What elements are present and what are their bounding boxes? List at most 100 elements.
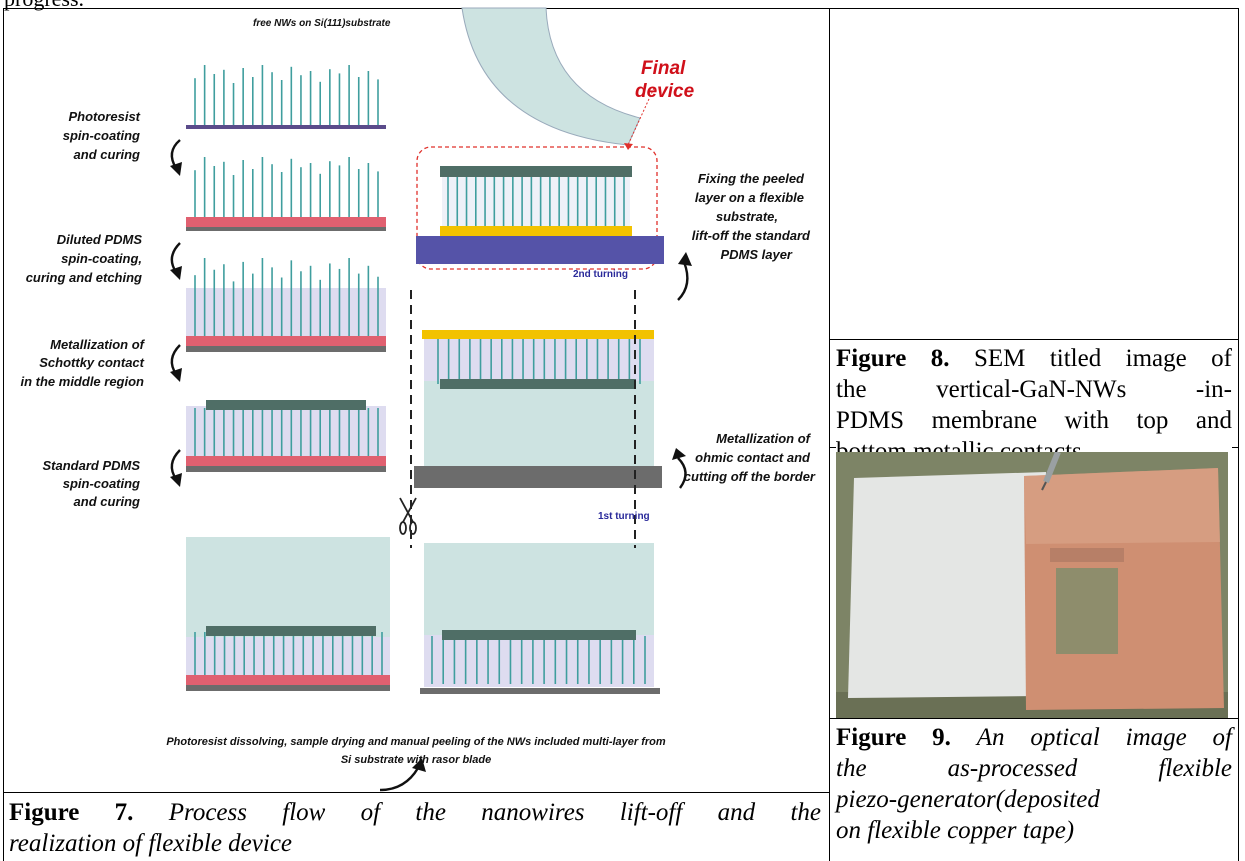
stage-1-bare-nws — [186, 65, 386, 129]
rstep1-line1: Fixing the peeled — [698, 171, 805, 186]
step4-line3: and curing — [74, 494, 141, 509]
table-border-left — [3, 8, 4, 861]
schottky-contact — [442, 630, 636, 640]
left-curved-arrows — [170, 139, 181, 480]
probe-needle — [1043, 452, 1061, 484]
step1-line3: and curing — [74, 147, 141, 162]
stage-8-final-device — [416, 166, 664, 264]
table-row-divider-fig9 — [829, 718, 1238, 719]
rstep2-line1: Metallization of — [716, 431, 812, 446]
step2-line3: curing and etching — [26, 270, 142, 285]
standard-pdms-grey-layer — [414, 466, 662, 488]
step1-line1: Photoresist — [68, 109, 140, 124]
final-device-box — [416, 146, 658, 270]
schottky-contact — [206, 400, 366, 410]
diluted-pdms-layer — [186, 406, 386, 456]
diluted-pdms-layer — [424, 336, 654, 381]
flexible-substrate — [416, 236, 664, 264]
step4-line2: spin-coating — [63, 476, 140, 491]
figure9-caption-text2: the as-processed flexible — [836, 755, 1232, 782]
final-label-1: Final — [641, 58, 686, 79]
photoresist-layer — [186, 217, 386, 227]
rstep1-line5: PDMS layer — [720, 247, 792, 262]
diluted-pdms-layer — [186, 637, 390, 675]
second-turning-label: 2nd turning — [573, 269, 628, 280]
table-column-divider — [829, 8, 830, 861]
schottky-contact — [440, 379, 636, 389]
table-row-divider-fig7 — [3, 792, 829, 793]
bottom-arrowhead — [412, 758, 426, 772]
final-device-arrow — [627, 87, 655, 146]
top-metal-contact — [440, 166, 632, 177]
rstep2-line3: cutting off the border — [684, 469, 816, 484]
bottom-curved-arrow — [379, 767, 420, 792]
figure9-caption-text4: on flexible copper tape) — [836, 817, 1075, 844]
figure7-caption-text2: realization of flexible device — [9, 830, 293, 857]
figure9-caption-text1: An optical image of — [976, 724, 1232, 751]
step3-line3: in the middle region — [20, 374, 144, 389]
page-top-fragment: progress. — [4, 0, 84, 12]
rstep1-line4: lift-off the standard — [692, 228, 811, 243]
standard-pdms-layer — [424, 543, 654, 635]
stage-4-schottky — [186, 400, 386, 472]
standard-pdms-layer — [186, 537, 390, 637]
step2-line2: spin-coating, — [61, 251, 142, 266]
figure7-caption-text1: Process flow of the nanowires lift-off a… — [168, 799, 821, 826]
figure7-caption-line1: Figure 7. Process flow of the nanowires … — [9, 797, 821, 828]
final-device-arrowhead — [624, 143, 633, 150]
figure9-caption-text3: piezo-generator(deposited — [836, 786, 1100, 813]
step3-line1: Metallization of — [50, 337, 146, 352]
first-turning-label: 1st turning — [598, 511, 650, 522]
diluted-pdms-layer — [424, 635, 654, 687]
figure9-caption-line1: Figure 9. An optical image of — [836, 722, 1232, 753]
table-border-top — [3, 8, 1239, 9]
left-step-labels: Photoresist spin-coating and curing Dilu… — [20, 109, 145, 509]
ohmic-contact — [440, 226, 632, 236]
si-substrate — [186, 125, 386, 129]
bottom-line2: Si substrate with rasor blade — [341, 754, 491, 766]
figure8-caption-line1: Figure 8. SEM titled image of — [836, 343, 1232, 374]
photoresist-layer — [186, 675, 390, 685]
stage-3-diluted-pdms — [186, 258, 386, 352]
step2-line1: Diluted PDMS — [57, 232, 143, 247]
standard-pdms-layer — [424, 381, 654, 466]
table-row-divider-fig8-top — [829, 339, 1238, 340]
table-border-right — [1238, 8, 1239, 861]
rstep1-line3: substrate, — [716, 209, 778, 224]
figure7-caption-line2: realization of flexible device — [9, 828, 821, 859]
header-label: free NWs on Si(111)substrate — [253, 18, 391, 29]
figure9-caption-line3: piezo-generator(deposited — [836, 784, 1232, 815]
figure8-caption-line3: PDMS membrane with top and — [836, 407, 1232, 434]
scissors-icon — [399, 497, 417, 535]
right-arrowheads — [672, 252, 692, 460]
si-substrate — [186, 346, 386, 352]
figure9-caption-label: Figure 9. — [836, 724, 951, 751]
bottom-step-labels: Photoresist dissolving, sample drying an… — [166, 736, 666, 766]
bottom-line1: Photoresist dissolving, sample drying an… — [166, 736, 666, 748]
stage-5-standard-pdms — [186, 537, 390, 691]
figure9-caption-line4: on flexible copper tape) — [836, 815, 1232, 846]
right-step-labels: Fixing the peeled layer on a flexible su… — [684, 171, 816, 484]
step1-line2: spin-coating — [63, 128, 140, 143]
figure9-photo — [836, 452, 1228, 718]
membrane-fill — [442, 176, 630, 228]
diluted-pdms-layer — [186, 288, 386, 336]
step4-line1: Standard PDMS — [42, 458, 140, 473]
si-substrate — [186, 227, 386, 231]
final-label-2: device — [635, 81, 695, 102]
bent-flexible-sheet — [461, 7, 641, 146]
stage-6-peeled — [420, 543, 660, 694]
stage-7-ohmic — [414, 330, 662, 488]
photoresist-layer — [186, 336, 386, 346]
figure8-caption-line2: the vertical-GaN-NWs -in- — [836, 376, 1232, 403]
ohmic-contact — [422, 330, 654, 339]
figure7-caption-label: Figure 7. — [9, 799, 134, 826]
rstep1-line2: layer on a flexible — [695, 190, 804, 205]
schottky-contact — [206, 626, 376, 636]
si-substrate — [186, 685, 390, 691]
step3-line2: Schottky contact — [39, 355, 144, 370]
device-membrane — [1056, 568, 1118, 654]
paper-sheet — [848, 472, 1046, 698]
si-substrate — [420, 688, 660, 694]
